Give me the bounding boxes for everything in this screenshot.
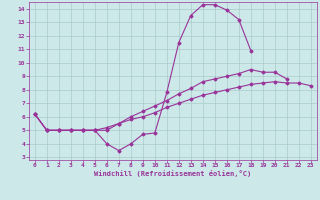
X-axis label: Windchill (Refroidissement éolien,°C): Windchill (Refroidissement éolien,°C) [94,170,252,177]
